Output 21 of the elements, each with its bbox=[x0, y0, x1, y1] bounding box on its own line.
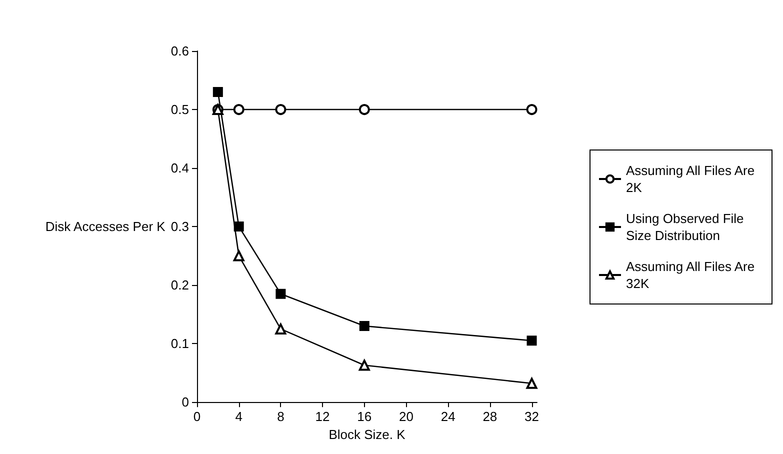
y-tick-label: 0.4 bbox=[170, 160, 189, 176]
y-tick-label: 0 bbox=[182, 394, 189, 410]
x-tick-label: 28 bbox=[482, 409, 498, 424]
x-tick-label: 32 bbox=[524, 409, 540, 424]
x-tick-label: 8 bbox=[277, 409, 284, 424]
y-tick-label: 0.2 bbox=[170, 278, 189, 293]
y-tick-label: 0.3 bbox=[170, 219, 189, 234]
x-axis-title: Block Size. K bbox=[328, 427, 406, 442]
x-tick-label: 0 bbox=[193, 409, 201, 424]
y-axis-title: Disk Accesses Per K bbox=[45, 219, 166, 234]
y-tick-label: 0.6 bbox=[170, 44, 189, 58]
x-tick-label: 12 bbox=[315, 409, 330, 424]
legend-label: Assuming All Files Are 32K bbox=[626, 259, 758, 291]
x-tick-label: 20 bbox=[398, 409, 414, 424]
x-tick-label: 16 bbox=[357, 409, 372, 424]
y-tick-label: 0.1 bbox=[170, 336, 189, 352]
y-tick-label: 0.5 bbox=[170, 102, 189, 118]
x-tick-label: 4 bbox=[235, 409, 242, 424]
legend-label: Assuming All Files Are 2K bbox=[626, 163, 758, 195]
legend-label: Using Observed File Size Distribution bbox=[626, 211, 748, 243]
x-tick-label: 24 bbox=[440, 409, 456, 424]
